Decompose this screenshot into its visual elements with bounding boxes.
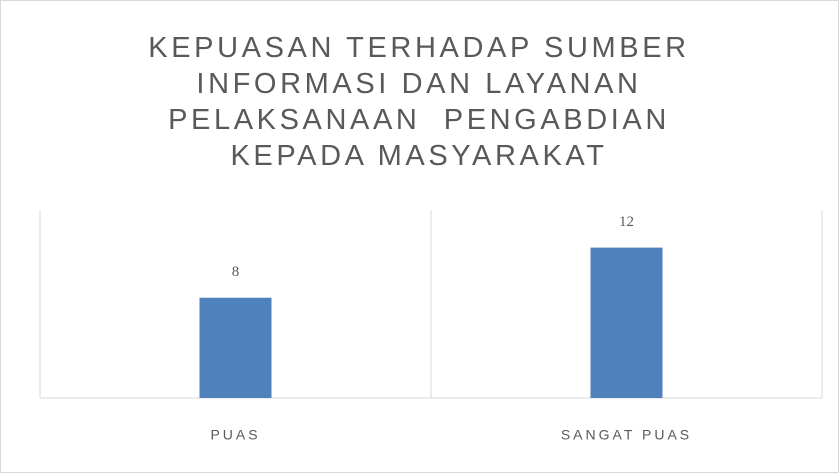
x-tick-label: PUAS <box>210 427 260 443</box>
bar <box>590 247 663 398</box>
chart-title: KEPUASAN TERHADAP SUMBER INFORMASI DAN L… <box>148 32 702 172</box>
x-tick-label: SANGAT PUAS <box>561 427 692 443</box>
data-label: 8 <box>232 264 240 280</box>
bar <box>199 297 272 398</box>
data-label: 12 <box>619 214 634 230</box>
